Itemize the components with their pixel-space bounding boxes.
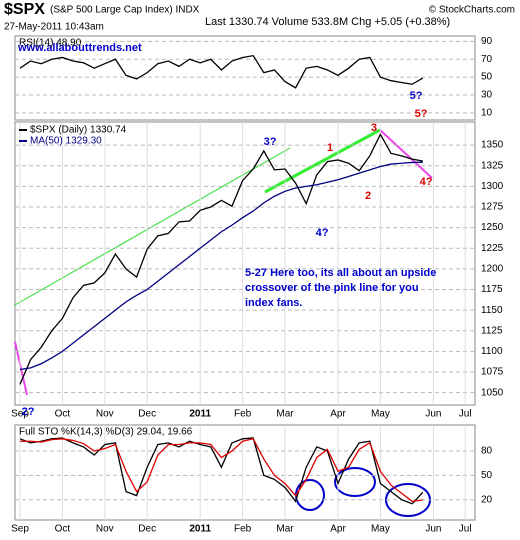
x-tick-label: May	[371, 409, 390, 420]
price-frame	[14, 121, 476, 406]
y-tick-label: 1325	[481, 160, 504, 171]
x-tick-label: Jun	[425, 409, 441, 420]
x-tick-label: Jun	[425, 524, 441, 535]
pink-line	[14, 341, 28, 396]
y-tick-label: 1050	[481, 387, 504, 398]
pink-line	[379, 129, 433, 179]
y-tick-label: 90	[481, 36, 493, 47]
y-tick-label: 50	[481, 470, 493, 481]
rsi-frame	[14, 35, 476, 121]
annotation: 5?	[410, 90, 423, 102]
y-tick-label: 70	[481, 54, 493, 65]
y-tick-label: 1350	[481, 140, 504, 151]
y-tick-label: 1100	[481, 346, 503, 357]
series-line	[19, 54, 424, 89]
x-tick-label: 2011	[189, 409, 211, 420]
trend-line	[14, 147, 291, 306]
y-tick-label: 1275	[481, 202, 504, 213]
x-tick-label: Oct	[55, 409, 71, 420]
y-tick-label: 1200	[481, 264, 504, 275]
annotation-note: 5-27 Here too, its all about an upside c…	[245, 267, 437, 309]
site: www.allabouttrends.net	[17, 42, 142, 54]
series-line	[19, 161, 423, 371]
annotation: 1	[327, 142, 333, 154]
series-line	[19, 132, 423, 385]
annotation: 4?	[420, 176, 433, 188]
x-tick-label: Sep	[11, 409, 29, 420]
series-line	[19, 437, 424, 505]
y-tick-label: 1300	[481, 181, 504, 192]
y-tick-label: 30	[481, 90, 493, 101]
x-tick-label: May	[371, 524, 390, 535]
x-tick-label: Oct	[55, 524, 71, 535]
symbol: $SPX	[4, 1, 45, 18]
y-tick-label: 1125	[481, 325, 503, 336]
legend-label: MA(50) 1329.30	[30, 136, 102, 147]
quote: Last 1330.74 Volume 533.8M Chg +5.05 (+0…	[205, 16, 450, 28]
x-tick-label: Mar	[276, 409, 294, 420]
copyright: © StockCharts.com	[429, 5, 515, 16]
index-name: (S&P 500 Large Cap Index) INDX	[50, 5, 200, 16]
x-tick-label: Nov	[96, 524, 114, 535]
annotation: 4?	[316, 227, 329, 239]
panel-title: RSI(14) 48.90	[19, 38, 82, 49]
y-tick-label: 20	[481, 494, 493, 505]
x-tick-label: Apr	[330, 409, 346, 420]
annotation: 5?	[415, 108, 428, 120]
x-tick-label: Apr	[330, 524, 346, 535]
y-tick-label: 1225	[481, 243, 504, 254]
circle	[334, 467, 376, 497]
timestamp: 27-May-2011 10:43am	[4, 22, 104, 33]
panel-title: Full STO %K(14,3) %D(3) 29.04, 19.66	[19, 427, 193, 438]
x-tick-label: Mar	[276, 524, 294, 535]
series-line	[20, 438, 423, 503]
annotation: 3?	[264, 136, 277, 148]
legend-label: $SPX (Daily) 1330.74	[30, 125, 127, 136]
y-tick-label: 1175	[481, 284, 503, 295]
annotation: 3	[371, 122, 377, 134]
y-tick-label: 80	[481, 446, 493, 457]
x-tick-label: 2011	[189, 524, 211, 535]
annotation: 2?	[22, 406, 35, 418]
trend-line	[264, 128, 381, 194]
annotation: 2	[365, 190, 371, 202]
y-tick-label: 1075	[481, 367, 504, 378]
x-tick-label: Sep	[11, 524, 29, 535]
y-tick-label: 10	[481, 107, 493, 118]
x-tick-label: Jul	[459, 409, 472, 420]
x-tick-label: Nov	[96, 409, 114, 420]
sto-frame	[14, 424, 476, 521]
x-tick-label: Dec	[138, 409, 156, 420]
y-tick-label: 50	[481, 72, 493, 83]
x-tick-label: Jul	[459, 524, 472, 535]
y-tick-label: 1250	[481, 222, 504, 233]
x-tick-label: Dec	[138, 524, 156, 535]
y-tick-label: 1150	[481, 305, 503, 316]
x-tick-label: Feb	[234, 409, 252, 420]
x-tick-label: Feb	[234, 524, 252, 535]
